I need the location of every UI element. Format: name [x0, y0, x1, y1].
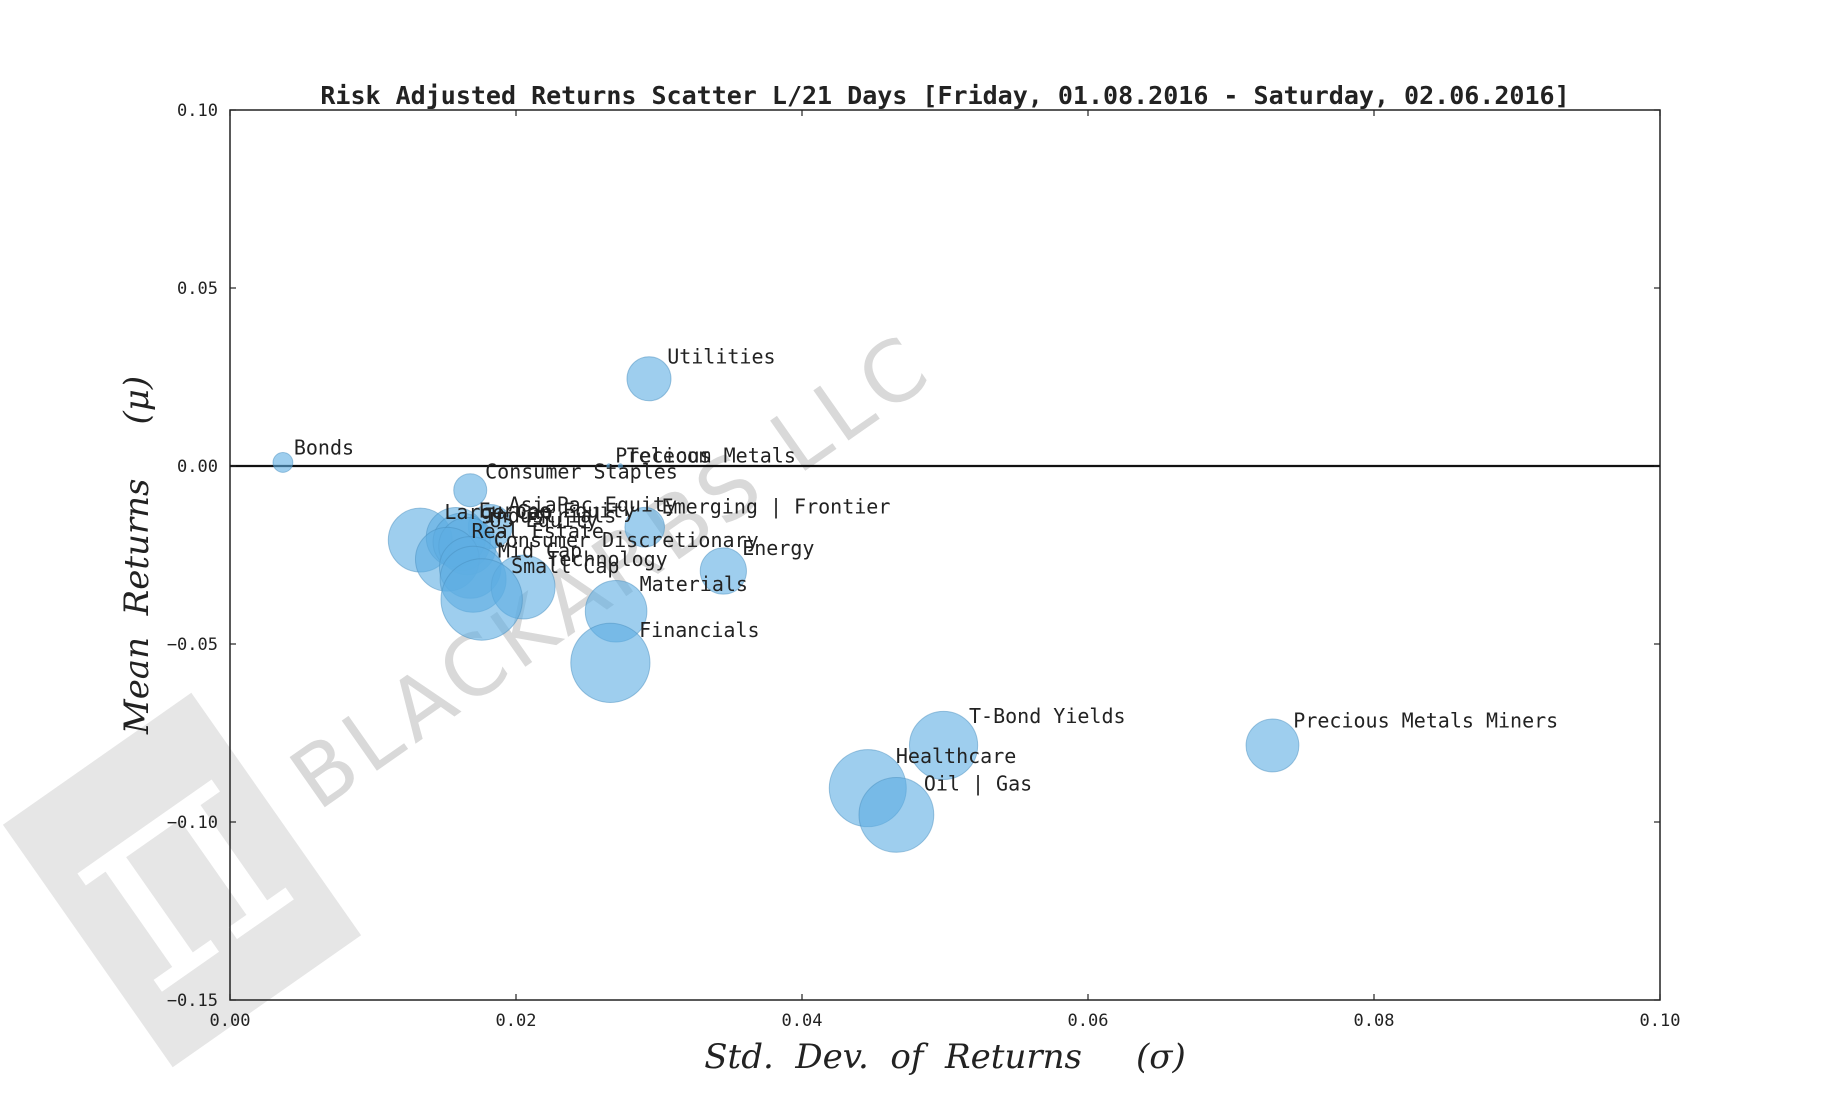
scatter-point	[453, 473, 488, 508]
point-label: Financials	[639, 618, 759, 642]
x-axis-label: Std. Dev. of Returns (σ)	[704, 1037, 1185, 1077]
point-label: Telecom	[627, 444, 711, 468]
point-label: Industrials	[484, 504, 616, 528]
point-label: Large Cap	[444, 500, 552, 524]
point-label: Healthcare	[896, 744, 1016, 768]
point-label: Energy	[742, 536, 814, 560]
point-label: Bonds	[294, 436, 354, 460]
scatter-point	[626, 356, 672, 402]
scatter-point	[858, 776, 935, 853]
point-label: Technology	[547, 547, 667, 571]
scatter-point	[624, 506, 666, 548]
scatter-point	[699, 547, 747, 595]
scatter-point	[617, 463, 624, 469]
point-label: T-Bond Yields	[969, 704, 1126, 728]
y-tick-label: −0.10	[167, 813, 218, 833]
point-label: Utilities	[667, 345, 775, 369]
scatter-point	[908, 710, 979, 781]
point-label: Precious Metals Miners	[1293, 709, 1558, 733]
point-label: Oil | Gas	[924, 771, 1032, 795]
scatter-point	[606, 463, 612, 469]
plot-area	[229, 109, 1661, 1001]
y-tick-label: −0.05	[167, 635, 218, 655]
point-label: Consumer Discretionary	[494, 528, 759, 552]
x-tick-label: 0.02	[496, 1011, 537, 1031]
y-tick-label: 0.05	[177, 279, 218, 299]
point-label: Small Cap	[511, 554, 619, 578]
y-tick-label: 0.10	[177, 101, 218, 121]
scatter-point	[272, 452, 294, 473]
x-tick-label: 0.06	[1068, 1011, 1109, 1031]
point-label: Emerging | Frontier	[662, 494, 891, 518]
y-tick-label: −0.15	[167, 991, 218, 1011]
point-label: Materials	[640, 572, 748, 596]
scatter-point	[570, 622, 651, 703]
scatter-point	[440, 558, 523, 641]
x-tick-label: 0.04	[782, 1011, 823, 1031]
x-tick-label: 0.00	[210, 1011, 251, 1031]
x-tick-label: 0.10	[1640, 1011, 1681, 1031]
point-label: Real Estate	[472, 519, 604, 543]
point-label: Consumer Staples	[485, 459, 678, 483]
point-label: Europe Equity	[479, 498, 636, 522]
point-label: Precious Metals	[615, 444, 796, 468]
y-tick-label: 0.00	[177, 457, 218, 477]
point-label: US Equity	[490, 508, 598, 532]
chart-title: Risk Adjusted Returns Scatter L/21 Days …	[320, 81, 1569, 110]
y-axis-label: Mean Returns (μ)	[117, 376, 157, 735]
x-tick-label: 0.08	[1354, 1011, 1395, 1031]
axis-ticks: 0.00 0.02 0.04 0.06 0.08 0.10 0.10 0.05 0.00 −0.0…	[167, 101, 1681, 1031]
point-label: Mid Cap	[498, 538, 582, 562]
scatter-point	[1245, 718, 1300, 773]
point-label: AsiaPac Equity	[508, 492, 677, 516]
data-markers	[272, 356, 1300, 853]
